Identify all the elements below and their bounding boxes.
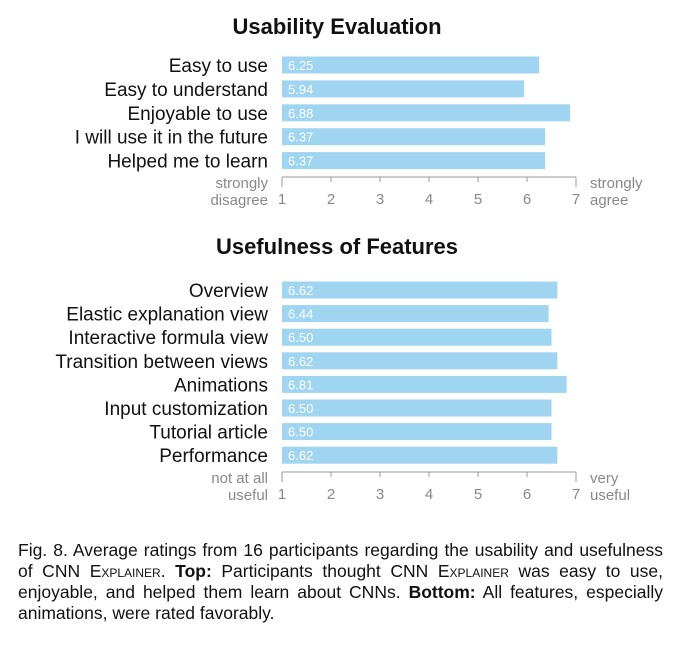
- chart1-bar-value-label: 6.37: [288, 154, 313, 169]
- chart2-bar: [282, 352, 558, 370]
- chart2-category-label: Animations: [174, 375, 268, 396]
- caption-smallcaps-1: Explainer: [89, 561, 161, 581]
- figure-charts: Usability Evaluation Easy to use 6.25 Easy …: [55, 14, 643, 504]
- chart2-category-label: Interactive formula view: [68, 328, 268, 349]
- chart1-bar: [282, 56, 540, 74]
- caption-smallcaps-2: Explainer: [437, 561, 509, 581]
- chart2-bar-value-label: 6.44: [288, 307, 313, 322]
- chart2-bar-value-label: 6.62: [288, 354, 313, 369]
- caption-text-2: .: [160, 561, 176, 581]
- chart2-title: Usefulness of Features: [216, 234, 458, 259]
- chart2-bar: [282, 281, 558, 299]
- caption-fig-number: Fig. 8.: [18, 540, 68, 560]
- chart1-tick-label: 5: [474, 191, 482, 208]
- chart1-tick-label: 1: [278, 191, 286, 208]
- chart2-bar: [282, 328, 552, 346]
- chart1-tick-label: 2: [327, 191, 335, 208]
- chart1-category-label: I will use it in the future: [75, 128, 268, 149]
- caption-bottom-label: Bottom:: [408, 582, 476, 602]
- chart1-tick-label: 4: [425, 191, 433, 208]
- chart2-bar-value-label: 6.50: [288, 425, 313, 440]
- chart2-bar-value-label: 6.62: [288, 448, 313, 463]
- chart2-left-label: useful: [228, 487, 268, 504]
- chart2-bar: [282, 375, 567, 393]
- caption-text-4: was easy to use, enjoyable, and helped t…: [18, 561, 663, 602]
- caption-text-1: Average ratings from 16 participants reg…: [18, 540, 663, 581]
- chart1-category-label: Helped me to learn: [107, 152, 268, 173]
- chart1-right-label: agree: [590, 192, 628, 209]
- chart1-tick-label: 6: [523, 191, 531, 208]
- chart1-bar-value-label: 6.25: [288, 58, 313, 73]
- chart2-tick-label: 7: [572, 486, 580, 503]
- chart1-bar: [282, 104, 571, 122]
- figure-caption: Fig. 8. Average ratings from 16 particip…: [18, 540, 663, 624]
- chart1-right-label: strongly: [590, 175, 643, 192]
- chart2-left-label: not at all: [211, 470, 268, 487]
- chart1-bar-value-label: 5.94: [288, 82, 313, 97]
- chart2-bar: [282, 399, 552, 417]
- chart1-left-label: disagree: [210, 192, 268, 209]
- chart2-right-label: very: [590, 470, 619, 487]
- chart1-tick-label: 7: [572, 191, 580, 208]
- chart2-bar-value-label: 6.62: [288, 283, 313, 298]
- caption-text-3: Participants thought CNN: [211, 561, 438, 581]
- chart1-title: Usability Evaluation: [232, 14, 441, 39]
- caption-top-label: Top:: [175, 561, 212, 581]
- chart2-bar: [282, 446, 558, 464]
- chart2-tick-label: 2: [327, 486, 335, 503]
- chart2-category-label: Tutorial article: [149, 423, 268, 444]
- chart1-tick-label: 3: [376, 191, 384, 208]
- chart1-bar: [282, 80, 525, 98]
- chart2-bar-value-label: 6.50: [288, 401, 313, 416]
- chart2-category-label: Elastic explanation view: [66, 305, 268, 326]
- chart2-right-label: useful: [590, 487, 630, 504]
- chart1-category-label: Easy to use: [169, 56, 268, 77]
- chart1-bar: [282, 128, 546, 146]
- chart2-bar-value-label: 6.50: [288, 330, 313, 345]
- chart2-tick-label: 6: [523, 486, 531, 503]
- chart2-bar: [282, 423, 552, 441]
- chart1-category-label: Enjoyable to use: [128, 104, 269, 125]
- chart2-bar: [282, 305, 549, 323]
- chart2-tick-label: 3: [376, 486, 384, 503]
- chart2-tick-label: 5: [474, 486, 482, 503]
- chart1-bar-value-label: 6.88: [288, 106, 313, 121]
- chart2-bar-value-label: 6.81: [288, 377, 313, 392]
- chart2-category-label: Input customization: [104, 399, 268, 420]
- chart1-bar: [282, 152, 546, 170]
- chart2-tick-label: 1: [278, 486, 286, 503]
- chart2-tick-label: 4: [425, 486, 433, 503]
- chart1-bar-value-label: 6.37: [288, 130, 313, 145]
- chart1-left-label: strongly: [215, 175, 268, 192]
- caption-text-5: All features, especially animations, wer…: [18, 582, 663, 623]
- chart1-category-label: Easy to understand: [104, 80, 268, 101]
- chart2-category-label: Overview: [189, 281, 268, 302]
- chart2-category-label: Performance: [159, 446, 268, 467]
- chart2-category-label: Transition between views: [55, 352, 268, 373]
